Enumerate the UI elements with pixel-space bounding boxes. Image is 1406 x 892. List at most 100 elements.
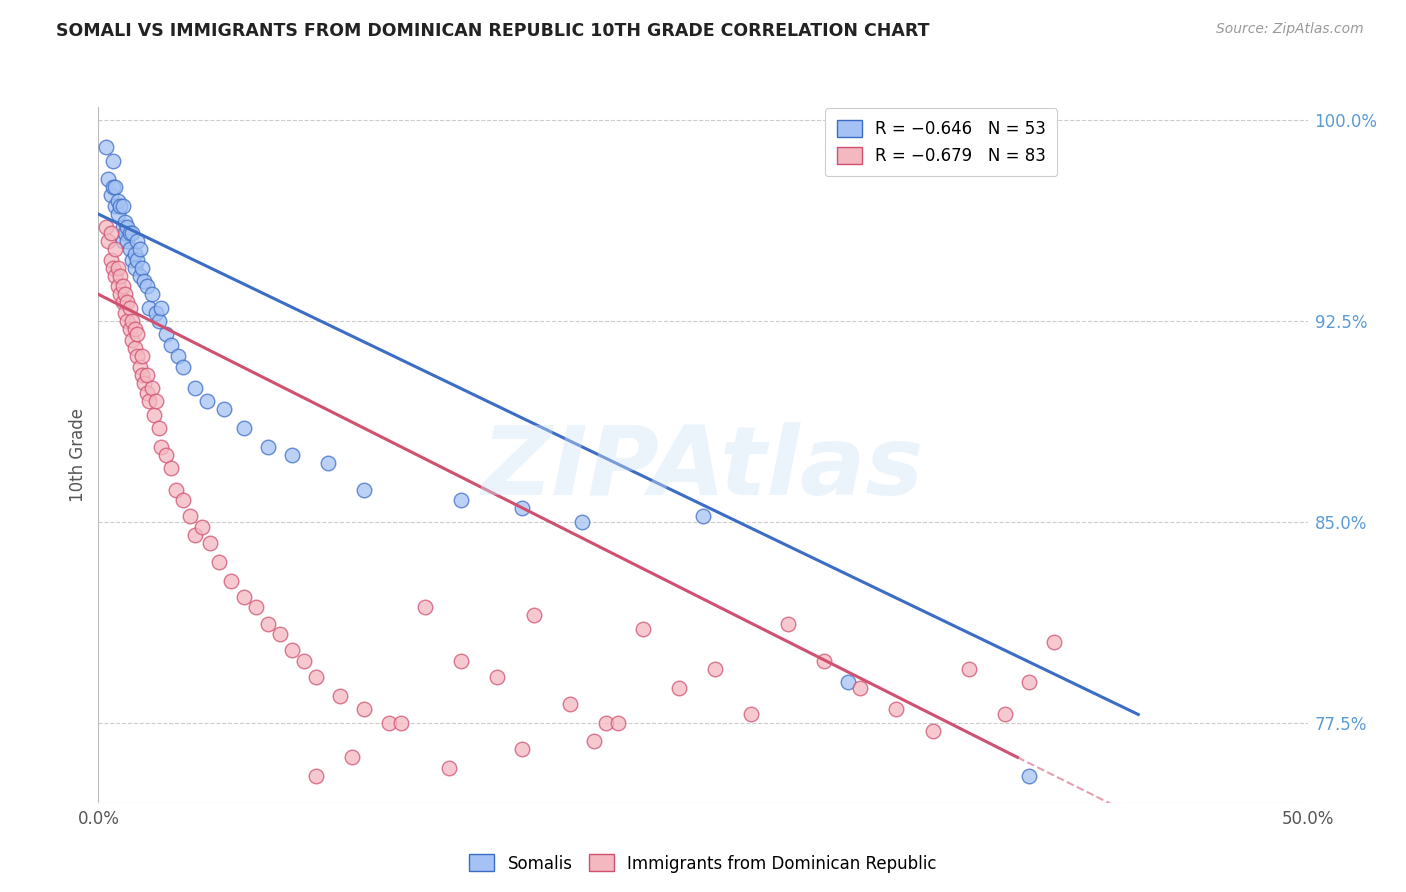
- Point: [776, 616, 799, 631]
- Point: [212, 402, 235, 417]
- Point: [145, 306, 167, 320]
- Point: [837, 675, 859, 690]
- Point: [118, 322, 141, 336]
- Point: [668, 681, 690, 695]
- Point: [486, 670, 509, 684]
- Point: [127, 252, 149, 267]
- Point: [172, 493, 194, 508]
- Point: [232, 421, 254, 435]
- Point: [145, 394, 167, 409]
- Point: [111, 234, 134, 248]
- Point: [155, 327, 177, 342]
- Point: [94, 140, 117, 154]
- Point: [994, 707, 1017, 722]
- Point: [131, 349, 153, 363]
- Point: [607, 715, 630, 730]
- Point: [124, 322, 146, 336]
- Point: [281, 448, 304, 462]
- Point: [150, 301, 173, 315]
- Point: [172, 359, 194, 374]
- Point: [94, 220, 117, 235]
- Point: [118, 242, 141, 256]
- Point: [117, 234, 139, 248]
- Point: [692, 509, 714, 524]
- Point: [104, 199, 127, 213]
- Point: [353, 483, 375, 497]
- Point: [104, 268, 127, 283]
- Point: [450, 493, 472, 508]
- Point: [135, 279, 157, 293]
- Point: [138, 301, 160, 315]
- Point: [148, 421, 170, 435]
- Point: [128, 359, 150, 374]
- Point: [117, 314, 139, 328]
- Point: [100, 252, 122, 267]
- Point: [849, 681, 872, 695]
- Point: [97, 172, 120, 186]
- Point: [118, 301, 141, 315]
- Point: [124, 247, 146, 261]
- Point: [111, 279, 134, 293]
- Point: [571, 515, 593, 529]
- Point: [245, 600, 267, 615]
- Point: [121, 252, 143, 267]
- Point: [148, 314, 170, 328]
- Point: [256, 440, 278, 454]
- Point: [114, 287, 136, 301]
- Point: [124, 260, 146, 275]
- Point: [121, 333, 143, 347]
- Legend: Somalis, Immigrants from Dominican Republic: Somalis, Immigrants from Dominican Repub…: [463, 847, 943, 880]
- Point: [198, 536, 221, 550]
- Point: [437, 761, 460, 775]
- Legend: R = −0.646   N = 53, R = −0.679   N = 83: R = −0.646 N = 53, R = −0.679 N = 83: [825, 109, 1057, 177]
- Point: [108, 287, 131, 301]
- Point: [886, 702, 908, 716]
- Text: SOMALI VS IMMIGRANTS FROM DOMINICAN REPUBLIC 10TH GRADE CORRELATION CHART: SOMALI VS IMMIGRANTS FROM DOMINICAN REPU…: [56, 22, 929, 40]
- Point: [111, 295, 134, 310]
- Point: [281, 643, 304, 657]
- Point: [108, 268, 131, 283]
- Point: [100, 188, 122, 202]
- Point: [97, 234, 120, 248]
- Point: [104, 180, 127, 194]
- Point: [127, 327, 149, 342]
- Point: [134, 274, 156, 288]
- Point: [1042, 635, 1064, 649]
- Point: [256, 616, 278, 631]
- Point: [107, 194, 129, 208]
- Point: [191, 520, 214, 534]
- Point: [740, 707, 762, 722]
- Point: [316, 456, 339, 470]
- Point: [114, 215, 136, 229]
- Point: [128, 268, 150, 283]
- Point: [131, 368, 153, 382]
- Point: [1018, 769, 1040, 783]
- Point: [155, 448, 177, 462]
- Point: [195, 394, 218, 409]
- Point: [413, 600, 436, 615]
- Point: [128, 242, 150, 256]
- Point: [131, 260, 153, 275]
- Point: [813, 654, 835, 668]
- Point: [221, 574, 243, 588]
- Point: [111, 199, 134, 213]
- Point: [135, 368, 157, 382]
- Point: [184, 381, 207, 395]
- Point: [342, 750, 364, 764]
- Point: [101, 180, 124, 194]
- Point: [208, 555, 231, 569]
- Point: [141, 287, 163, 301]
- Point: [179, 509, 201, 524]
- Point: [160, 461, 183, 475]
- Point: [135, 386, 157, 401]
- Point: [292, 654, 315, 668]
- Point: [353, 702, 375, 716]
- Point: [389, 715, 412, 730]
- Point: [921, 723, 943, 738]
- Point: [100, 226, 122, 240]
- Point: [232, 590, 254, 604]
- Point: [269, 627, 291, 641]
- Point: [127, 234, 149, 248]
- Point: [305, 670, 328, 684]
- Point: [558, 697, 581, 711]
